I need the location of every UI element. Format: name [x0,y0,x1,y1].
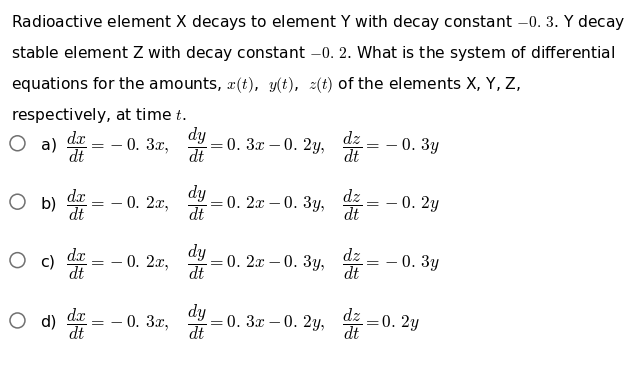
Text: d): d) [41,315,57,330]
Text: a): a) [41,138,57,153]
Text: $\dfrac{dx}{dt} = -0.\,3x,\quad \dfrac{dy}{dt} = 0.\,3x - 0.\,2y,\quad \dfrac{dz: $\dfrac{dx}{dt} = -0.\,3x,\quad \dfrac{d… [66,303,419,342]
Text: stable element Z with decay constant $-\mathbf{0.\,2}$. What is the system of di: stable element Z with decay constant $-\… [11,44,616,63]
Text: $\dfrac{dx}{dt} = -0.\,2x,\quad \dfrac{dy}{dt} = 0.\,2x - 0.\,3y,\quad \dfrac{dz: $\dfrac{dx}{dt} = -0.\,2x,\quad \dfrac{d… [66,184,439,223]
Text: $\dfrac{dx}{dt} = -0.\,2x,\quad \dfrac{dy}{dt} = 0.\,2x - 0.\,3y,\quad \dfrac{dz: $\dfrac{dx}{dt} = -0.\,2x,\quad \dfrac{d… [66,242,439,282]
Text: equations for the amounts, $x(t)$,  $y(t)$,  $z(t)$ of the elements X, Y, Z,: equations for the amounts, $x(t)$, $y(t)… [11,75,521,95]
Text: respectively, at time $t$.: respectively, at time $t$. [11,106,187,125]
Text: Radioactive element X decays to element Y with decay constant $-\mathbf{0.\,3}$.: Radioactive element X decays to element … [11,13,624,32]
Text: b): b) [41,196,57,211]
Text: c): c) [41,254,56,270]
Text: $\dfrac{dx}{dt} = -0.\,3x,\quad \dfrac{dy}{dt} = 0.\,3x - 0.\,2y,\quad \dfrac{dz: $\dfrac{dx}{dt} = -0.\,3x,\quad \dfrac{d… [66,126,439,165]
